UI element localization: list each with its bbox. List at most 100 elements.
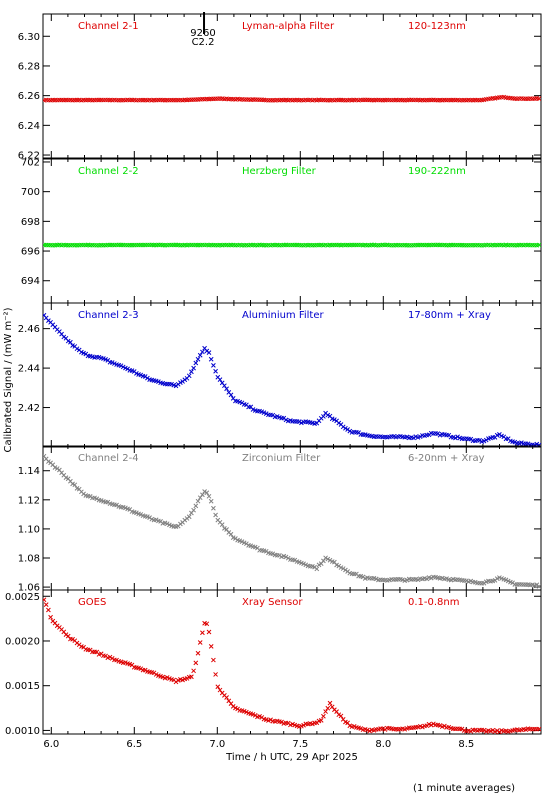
data-point <box>323 555 328 561</box>
data-point <box>197 495 203 501</box>
panel-frame <box>42 302 542 448</box>
data-point <box>481 727 487 733</box>
data-point <box>189 369 194 375</box>
data-point <box>263 411 269 416</box>
data-point <box>442 723 447 729</box>
y-tick-label: 694 <box>21 276 40 287</box>
chart-panels: 6.22 6.24 6.26 6.28 6.30 Channel 2-1 Lyman-alp… <box>5 12 542 750</box>
data-point <box>327 557 333 563</box>
data-point <box>72 482 78 488</box>
data-point <box>224 527 229 532</box>
data-point <box>228 531 234 537</box>
data-point <box>46 459 51 464</box>
data-point <box>208 498 214 504</box>
data-point <box>424 576 430 582</box>
data-point <box>420 724 425 730</box>
data-point <box>206 629 212 635</box>
data-point <box>224 386 229 392</box>
x-tick-label: 6.5 <box>126 739 142 750</box>
flare-marker-number: 9260 <box>190 28 215 39</box>
y-tick-label: 0.0010 <box>5 726 40 737</box>
data-point <box>292 557 298 563</box>
data-point <box>318 718 324 723</box>
data-point <box>228 392 234 398</box>
data-point <box>70 636 75 642</box>
data-point <box>343 425 348 431</box>
panel-band-label: 6-20nm + Xray <box>408 453 485 464</box>
data-point <box>109 656 115 661</box>
y-tick-label: 1.06 <box>18 583 40 594</box>
panel-channel-label: Channel 2-2 <box>78 166 139 177</box>
data-point <box>224 695 229 700</box>
data-point <box>202 489 207 494</box>
y-tick-label: 0.0020 <box>5 636 40 647</box>
data-point <box>336 712 342 718</box>
data-point <box>215 684 221 690</box>
panel-frame <box>42 445 542 591</box>
data-point <box>219 522 225 527</box>
panel-1: 6.22 6.24 6.26 6.28 6.30 Channel 2-1 Lyman-alp… <box>18 13 542 162</box>
x-tick-label: 7.0 <box>209 739 225 750</box>
data-point <box>285 555 291 561</box>
data-point <box>213 512 218 518</box>
data-point <box>138 666 144 672</box>
data-point <box>323 709 328 714</box>
panel-filter-label: Aluminium Filter <box>242 310 325 321</box>
data-point <box>347 428 353 434</box>
series-4 <box>43 453 541 589</box>
data-point <box>65 633 71 639</box>
x-tick-label: 6.0 <box>43 739 59 750</box>
data-point <box>186 373 192 379</box>
data-point <box>336 420 342 426</box>
data-point <box>206 350 212 356</box>
data-point <box>325 705 331 711</box>
data-point <box>142 667 148 673</box>
data-point <box>105 499 111 505</box>
data-point <box>114 502 119 508</box>
y-tick-label: 2.44 <box>18 364 40 375</box>
data-point <box>536 242 541 248</box>
y-tick-label: 698 <box>21 217 40 228</box>
data-point <box>114 657 119 663</box>
data-point <box>217 377 223 383</box>
data-point <box>321 558 326 564</box>
y-tick-label: 0.0015 <box>5 681 40 692</box>
y-tick-label: 6.22 <box>18 151 40 162</box>
data-point <box>252 713 258 718</box>
y-tick-label: 1.12 <box>18 495 40 506</box>
data-point <box>217 687 223 693</box>
data-point <box>197 352 203 358</box>
series-1 <box>43 94 541 103</box>
x-axis-title: Time / h UTC, 29 Apr 2025 <box>225 752 358 763</box>
panel-frame <box>42 158 542 304</box>
data-point <box>334 709 339 715</box>
panel-channel-label: GOES <box>78 597 106 608</box>
data-point <box>195 498 201 504</box>
y-tick-label: 1.14 <box>18 466 40 477</box>
data-point <box>195 650 201 656</box>
x-tick-label: 8.5 <box>458 739 474 750</box>
data-point <box>332 417 337 422</box>
data-point <box>153 672 159 677</box>
data-point <box>182 377 188 383</box>
data-point <box>424 723 430 729</box>
data-point <box>314 566 320 572</box>
y-tick-label: 2.46 <box>18 324 40 335</box>
data-point <box>191 365 196 371</box>
panel-channel-label: Channel 2-4 <box>78 453 139 464</box>
data-point <box>336 563 342 569</box>
data-point <box>138 512 144 517</box>
data-point <box>145 375 150 381</box>
data-point <box>453 435 458 441</box>
data-point <box>468 728 474 734</box>
data-point <box>195 356 201 362</box>
data-point <box>417 434 423 440</box>
data-point <box>321 713 326 719</box>
data-point <box>204 621 210 627</box>
data-point <box>107 654 113 660</box>
data-point <box>94 496 100 502</box>
panel-filter-label: Xray Sensor <box>242 597 303 608</box>
data-point <box>43 597 47 603</box>
data-point <box>197 640 203 645</box>
data-point <box>536 726 541 732</box>
